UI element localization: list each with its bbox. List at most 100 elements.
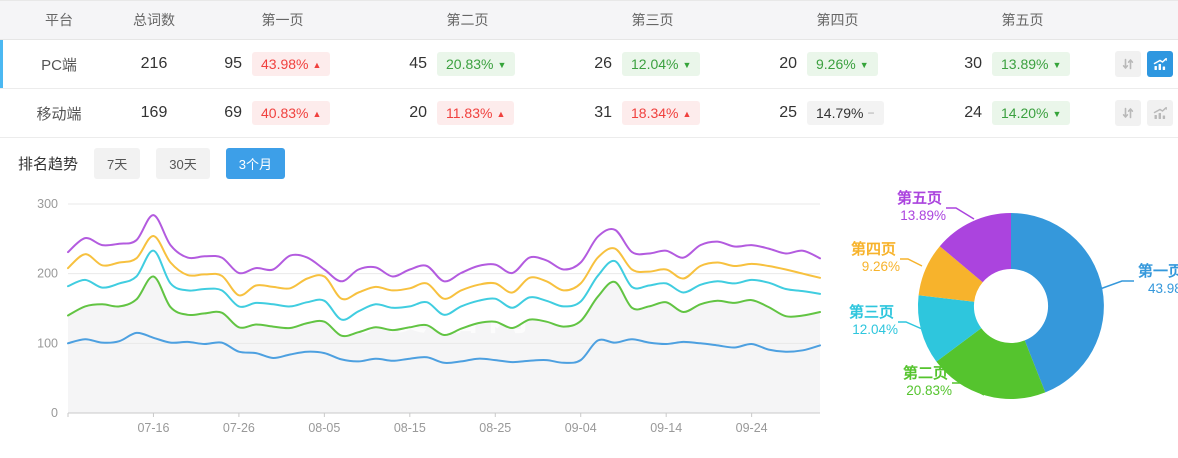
percent-badge: 18.34% ▲: [622, 101, 701, 125]
col-header-page3: 第三页: [631, 12, 674, 28]
slice-label: 第四页: [851, 240, 896, 258]
percent-value: 9.26%: [816, 56, 856, 72]
percent-value: 14.79%: [816, 105, 864, 121]
page4-count: 20: [779, 55, 797, 72]
table-row[interactable]: 移动端 169 69 40.83% ▲ 20 11.83% ▲ 31 18.34% ▲ 25 14.79…: [0, 89, 1178, 138]
donut-slice-第三页[interactable]: [917, 295, 982, 362]
label-leader-line: [898, 321, 923, 330]
percent-value: 14.20%: [1001, 105, 1049, 121]
donut-slice-第二页[interactable]: [936, 328, 1046, 399]
line-chart-svg: 爱站网 0 100 200 300 07-16 07-26 08-05 08-15 08-25 09…: [37, 197, 821, 435]
percent-badge: 13.89% ▼: [992, 52, 1071, 76]
range-tab-1[interactable]: 7天: [94, 148, 141, 179]
percent-value: 13.89%: [1001, 56, 1049, 72]
col-header-page4: 第四页: [816, 12, 859, 28]
x-axis-label: 07-16: [137, 421, 169, 435]
slice-percent: 43.98%: [1148, 281, 1178, 296]
slice-label: 第一页: [1138, 262, 1178, 280]
percent-value: 12.04%: [631, 56, 679, 72]
donut-slice-第五页[interactable]: [939, 213, 1011, 283]
page4-badge-cell: 14.79% −: [797, 101, 930, 125]
table-header-row: 平台 总词数 第一页 第二页 第三页 第四页 第五页: [0, 0, 1178, 40]
y-axis-label: 300: [37, 197, 58, 211]
y-axis-label: 100: [37, 336, 58, 350]
row-actions: [1115, 100, 1178, 126]
page1-count: 69: [224, 104, 242, 121]
series-line-第一页: [67, 331, 821, 364]
percent-badge: 43.98% ▲: [252, 52, 331, 76]
up-arrow-icon: ▲: [682, 109, 692, 119]
up-arrow-icon: ▲: [312, 60, 322, 70]
row-actions: [1115, 51, 1178, 77]
donut-slice-第一页[interactable]: [1011, 213, 1104, 393]
down-arrow-icon: ▼: [1052, 109, 1062, 119]
page4-badge-cell: 9.26% ▼: [797, 52, 930, 76]
x-axis-label: 08-25: [479, 421, 511, 435]
show-trend-chart-button[interactable]: [1147, 51, 1173, 77]
down-arrow-icon: ▼: [1052, 60, 1062, 70]
label-leader-line: [946, 207, 975, 220]
page2-count: 20: [409, 104, 427, 121]
page3-badge-cell: 12.04% ▼: [612, 52, 745, 76]
table-row[interactable]: PC端 216 95 43.98% ▲ 45 20.83% ▼ 26 12.04% ▼ 20 9.26%…: [0, 40, 1178, 89]
percent-value: 43.98%: [261, 56, 309, 72]
percent-badge: 40.83% ▲: [252, 101, 331, 125]
label-leader-line: [900, 258, 923, 267]
trend-toolbar: 排名趋势 7天 30天 3个月: [0, 138, 1178, 189]
col-header-page2: 第二页: [446, 12, 489, 28]
keyword-rank-table: 平台 总词数 第一页 第二页 第三页 第四页 第五页 PC端 216 95 43.98…: [0, 0, 1178, 138]
page2-count: 45: [409, 55, 427, 72]
range-tab-3[interactable]: 3个月: [225, 148, 285, 179]
range-button-group: 7天 30天 3个月: [94, 148, 301, 179]
show-trend-chart-button[interactable]: [1147, 100, 1173, 126]
range-tab-2[interactable]: 30天: [156, 148, 210, 179]
page2-badge-cell: 20.83% ▼: [427, 52, 560, 76]
x-axis-label: 09-24: [736, 421, 768, 435]
y-axis-label: 0: [51, 406, 58, 420]
series-line-第二页: [67, 275, 821, 338]
x-axis-label: 09-04: [565, 421, 597, 435]
page3-count: 31: [594, 104, 612, 121]
slice-percent: 20.83%: [906, 383, 952, 398]
page5-badge-cell: 14.20% ▼: [982, 101, 1115, 125]
page5-count: 24: [964, 104, 982, 121]
page1-badge-cell: 40.83% ▲: [242, 101, 375, 125]
series-line-第五页: [67, 214, 821, 283]
x-axis-label: 08-15: [394, 421, 426, 435]
slice-label: 第二页: [903, 364, 948, 382]
slice-percent: 9.26%: [862, 259, 900, 274]
x-axis-label: 09-14: [650, 421, 682, 435]
donut-slice-第四页[interactable]: [918, 246, 983, 302]
down-arrow-icon: ▼: [682, 60, 692, 70]
page5-count: 30: [964, 55, 982, 72]
series-line-第四页: [67, 235, 821, 301]
rank-trend-line-chart[interactable]: 爱站网 0 100 200 300 07-16 07-26 08-05 08-15 08-25 09…: [0, 189, 830, 453]
percent-badge: 14.20% ▼: [992, 101, 1071, 125]
label-leader-line: [952, 382, 985, 396]
page2-badge-cell: 11.83% ▲: [427, 101, 560, 125]
up-arrow-icon: ▲: [496, 109, 506, 119]
page3-badge-cell: 18.34% ▲: [612, 101, 745, 125]
percent-value: 20.83%: [446, 56, 494, 72]
trend-title: 排名趋势: [18, 156, 79, 173]
series-line-第三页: [67, 249, 821, 321]
percent-badge: 11.83% ▲: [437, 101, 515, 125]
sort-updown-button[interactable]: [1115, 51, 1141, 77]
svg-text:爱站网: 爱站网: [388, 294, 538, 338]
slice-label: 第五页: [897, 189, 942, 207]
total-words-value: 169: [140, 104, 168, 121]
platform-label: 移动端: [36, 105, 82, 123]
label-leader-line: [1099, 280, 1134, 290]
slice-percent: 12.04%: [852, 322, 898, 337]
x-axis-label: 07-26: [223, 421, 255, 435]
sort-updown-button[interactable]: [1115, 100, 1141, 126]
x-axis-label: 08-05: [308, 421, 340, 435]
down-arrow-icon: ▼: [497, 60, 507, 70]
y-axis-label: 200: [37, 267, 58, 281]
col-header-platform: 平台: [45, 12, 73, 28]
slice-percent: 13.89%: [900, 208, 946, 223]
percent-value: 11.83%: [446, 105, 493, 121]
page3-count: 26: [594, 55, 612, 72]
